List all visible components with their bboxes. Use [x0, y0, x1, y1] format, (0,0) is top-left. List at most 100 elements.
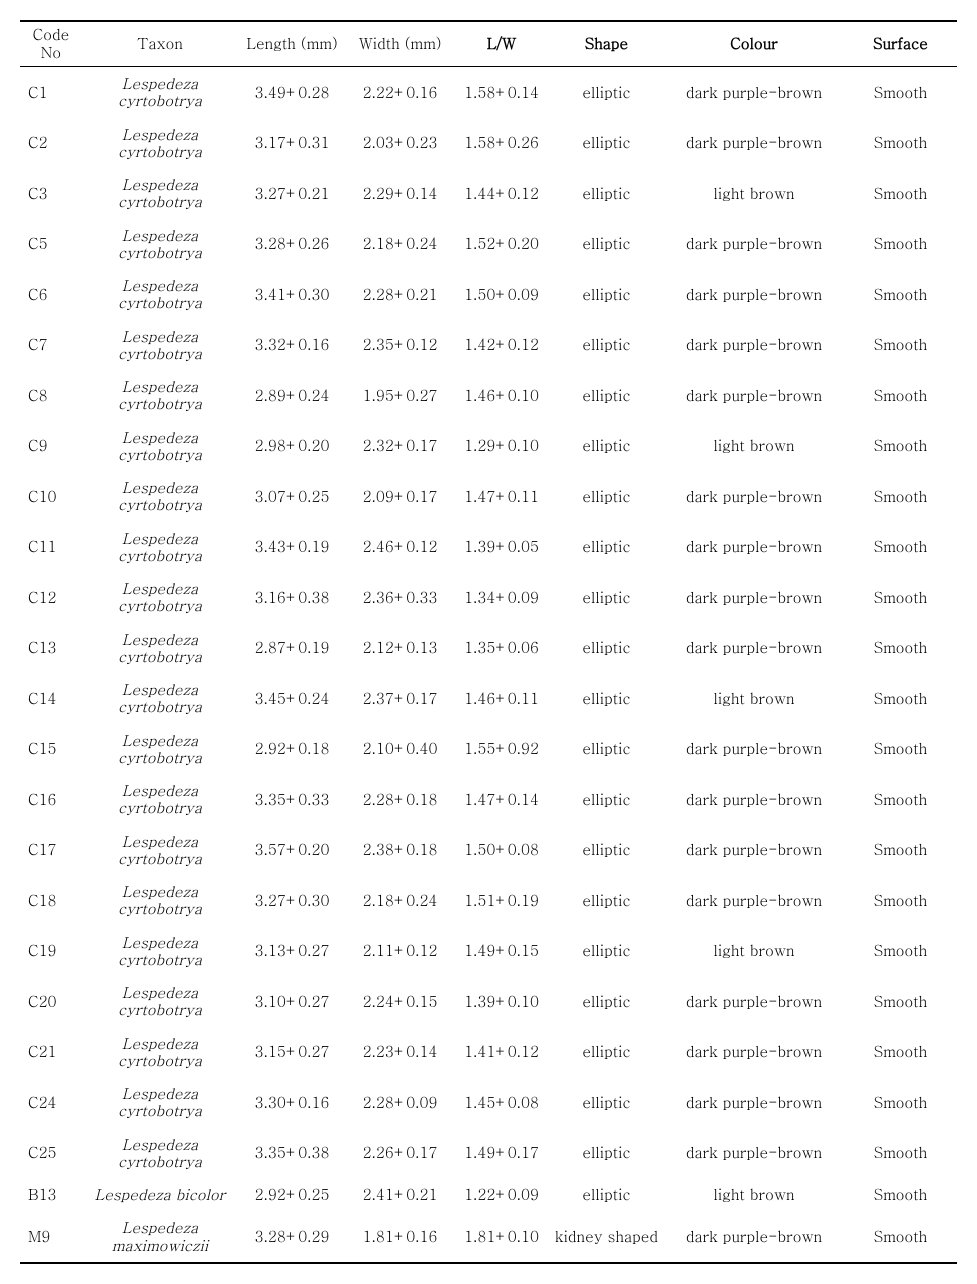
cell-colour: dark purple-brown — [664, 1027, 844, 1078]
cell-taxon: Lespedeza cyrtobotrya — [82, 976, 238, 1027]
cell-taxon: Lespedeza cyrtobotrya — [82, 1077, 238, 1128]
cell-length: 2.98+0.20 — [238, 421, 346, 472]
cell-length: 3.10+0.27 — [238, 976, 346, 1027]
cell-length: 3.45+0.24 — [238, 673, 346, 724]
cell-length: 3.28+0.26 — [238, 219, 346, 270]
cell-taxon: Lespedeza cyrtobotrya — [82, 471, 238, 522]
cell-shape: elliptic — [549, 976, 664, 1027]
cell-code: C12 — [20, 572, 82, 623]
col-code: CodeNo — [20, 21, 82, 67]
table-row: C5Lespedeza cyrtobotrya3.28+0.262.18+0.2… — [20, 219, 957, 270]
cell-shape: elliptic — [549, 168, 664, 219]
cell-lw: 1.51+0.19 — [454, 875, 549, 926]
cell-colour: dark purple-brown — [664, 522, 844, 573]
cell-surface: Smooth — [844, 572, 957, 623]
cell-colour: light brown — [664, 673, 844, 724]
cell-taxon: Lespedeza cyrtobotrya — [82, 522, 238, 573]
table-row: C15Lespedeza cyrtobotrya2.92+0.182.10+0.… — [20, 724, 957, 775]
cell-length: 3.07+0.25 — [238, 471, 346, 522]
cell-width: 2.35+0.12 — [346, 320, 454, 371]
table-header: CodeNoTaxonLength (mm)Width (mm)L/WShape… — [20, 21, 957, 67]
cell-colour: dark purple-brown — [664, 118, 844, 169]
cell-width: 2.28+0.09 — [346, 1077, 454, 1128]
table-row: C6Lespedeza cyrtobotrya3.41+0.302.28+0.2… — [20, 269, 957, 320]
table-row: C3Lespedeza cyrtobotrya3.27+0.212.29+0.1… — [20, 168, 957, 219]
cell-shape: elliptic — [549, 1128, 664, 1179]
cell-lw: 1.58+0.26 — [454, 118, 549, 169]
cell-code: C6 — [20, 269, 82, 320]
table-row: C20Lespedeza cyrtobotrya3.10+0.272.24+0.… — [20, 976, 957, 1027]
cell-width: 2.23+0.14 — [346, 1027, 454, 1078]
cell-length: 3.43+0.19 — [238, 522, 346, 573]
cell-code: C13 — [20, 623, 82, 674]
cell-shape: elliptic — [549, 724, 664, 775]
cell-lw: 1.47+0.14 — [454, 774, 549, 825]
cell-surface: Smooth — [844, 774, 957, 825]
cell-code: C2 — [20, 118, 82, 169]
cell-lw: 1.39+0.05 — [454, 522, 549, 573]
cell-colour: dark purple-brown — [664, 724, 844, 775]
table-row: C19Lespedeza cyrtobotrya3.13+0.272.11+0.… — [20, 926, 957, 977]
cell-surface: Smooth — [844, 471, 957, 522]
cell-width: 2.37+0.17 — [346, 673, 454, 724]
cell-length: 3.41+0.30 — [238, 269, 346, 320]
cell-colour: dark purple-brown — [664, 875, 844, 926]
cell-surface: Smooth — [844, 118, 957, 169]
cell-width: 2.24+0.15 — [346, 976, 454, 1027]
cell-taxon: Lespedeza cyrtobotrya — [82, 67, 238, 118]
cell-colour: dark purple-brown — [664, 976, 844, 1027]
cell-lw: 1.42+0.12 — [454, 320, 549, 371]
cell-length: 2.89+0.24 — [238, 370, 346, 421]
cell-taxon: Lespedeza cyrtobotrya — [82, 825, 238, 876]
cell-colour: dark purple-brown — [664, 1077, 844, 1128]
cell-length: 2.92+0.25 — [238, 1178, 346, 1211]
cell-shape: elliptic — [549, 269, 664, 320]
cell-lw: 1.47+0.11 — [454, 471, 549, 522]
cell-colour: dark purple-brown — [664, 774, 844, 825]
col-width: Width (mm) — [346, 21, 454, 67]
cell-width: 2.11+0.12 — [346, 926, 454, 977]
cell-lw: 1.39+0.10 — [454, 976, 549, 1027]
table-row: C7Lespedeza cyrtobotrya3.32+0.162.35+0.1… — [20, 320, 957, 371]
table-row: C13Lespedeza cyrtobotrya2.87+0.192.12+0.… — [20, 623, 957, 674]
cell-length: 3.28+0.29 — [238, 1211, 346, 1263]
table-row: C17Lespedeza cyrtobotrya3.57+0.202.38+0.… — [20, 825, 957, 876]
cell-lw: 1.49+0.17 — [454, 1128, 549, 1179]
cell-width: 2.36+0.33 — [346, 572, 454, 623]
cell-code: C1 — [20, 67, 82, 118]
cell-taxon: Lespedeza cyrtobotrya — [82, 875, 238, 926]
cell-shape: elliptic — [549, 370, 664, 421]
cell-code: C21 — [20, 1027, 82, 1078]
cell-code: C20 — [20, 976, 82, 1027]
cell-taxon: Lespedeza maximowiczii — [82, 1211, 238, 1263]
cell-width: 2.10+0.40 — [346, 724, 454, 775]
cell-code: C15 — [20, 724, 82, 775]
cell-length: 3.32+0.16 — [238, 320, 346, 371]
table-row: B13Lespedeza bicolor2.92+0.252.41+0.211.… — [20, 1178, 957, 1211]
table-header-row: CodeNoTaxonLength (mm)Width (mm)L/WShape… — [20, 21, 957, 67]
cell-surface: Smooth — [844, 976, 957, 1027]
cell-colour: dark purple-brown — [664, 825, 844, 876]
cell-width: 2.18+0.24 — [346, 219, 454, 270]
col-colour: Colour — [664, 21, 844, 67]
cell-lw: 1.49+0.15 — [454, 926, 549, 977]
cell-taxon: Lespedeza bicolor — [82, 1178, 238, 1211]
cell-colour: dark purple-brown — [664, 219, 844, 270]
cell-shape: elliptic — [549, 623, 664, 674]
cell-colour: light brown — [664, 1178, 844, 1211]
cell-colour: light brown — [664, 168, 844, 219]
cell-lw: 1.46+0.10 — [454, 370, 549, 421]
cell-colour: dark purple-brown — [664, 1211, 844, 1263]
col-length: Length (mm) — [238, 21, 346, 67]
table-row: C12Lespedeza cyrtobotrya3.16+0.382.36+0.… — [20, 572, 957, 623]
cell-width: 2.28+0.21 — [346, 269, 454, 320]
table-row: C8Lespedeza cyrtobotrya2.89+0.241.95+0.2… — [20, 370, 957, 421]
cell-surface: Smooth — [844, 67, 957, 118]
cell-shape: elliptic — [549, 421, 664, 472]
cell-length: 3.35+0.33 — [238, 774, 346, 825]
cell-surface: Smooth — [844, 926, 957, 977]
cell-code: C5 — [20, 219, 82, 270]
cell-lw: 1.41+0.12 — [454, 1027, 549, 1078]
cell-length: 2.87+0.19 — [238, 623, 346, 674]
cell-surface: Smooth — [844, 370, 957, 421]
